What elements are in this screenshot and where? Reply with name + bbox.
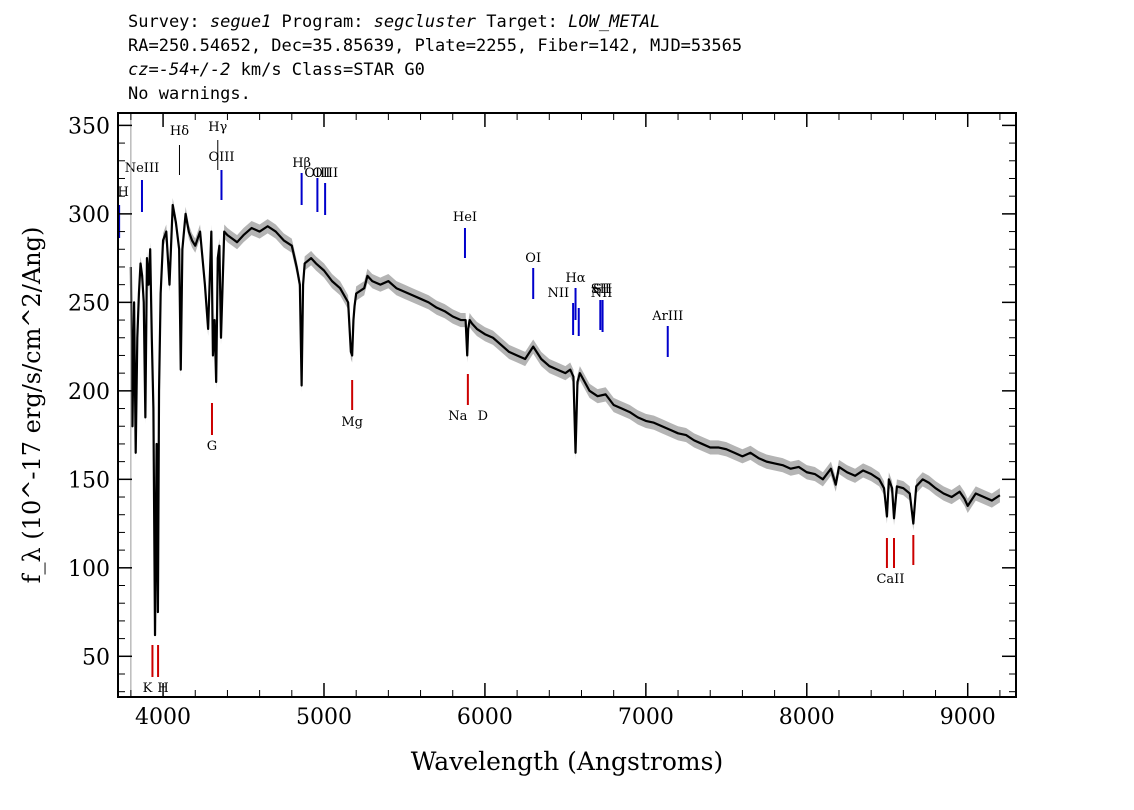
emission-line-label: HeI	[453, 210, 477, 225]
emission-line-label: OIII	[304, 166, 330, 181]
error-band-layer	[130, 197, 1000, 643]
flux-layer	[129, 203, 1001, 637]
absorption-line-label: Na	[448, 409, 467, 424]
cz-value: =-54+/-2	[148, 60, 231, 80]
class-text: km/s Class=STAR G0	[230, 60, 425, 80]
plot-frame	[117, 112, 1017, 698]
target-label: Target:	[476, 12, 569, 32]
emission-line-label: NII	[591, 286, 613, 301]
spectrum-header: Survey: segue1 Program: segcluster Targe…	[128, 10, 742, 106]
y-tick-label: 250	[68, 291, 110, 316]
program-label: Program:	[271, 12, 374, 32]
absorption-line-label: Mg	[341, 415, 363, 430]
emission-line-label: OI	[525, 251, 541, 266]
x-tick-label: 5000	[296, 705, 352, 730]
absorption-line-label: D	[478, 409, 488, 424]
emission-line-label: NeIII	[125, 161, 159, 176]
emission-line-label: Hγ	[208, 120, 227, 135]
absorption-line-label: K	[143, 681, 153, 696]
y-tick-label: 150	[68, 468, 110, 493]
emission-line-label: SII	[591, 282, 610, 297]
header-line-coordinates: RA=250.54652, Dec=35.85639, Plate=2255, …	[128, 36, 743, 56]
x-tick-label: 8000	[779, 705, 835, 730]
survey-value: segue1	[209, 12, 272, 32]
emission-line-label: SII	[593, 282, 612, 297]
header-line-warnings: No warnings.	[128, 84, 251, 104]
emission-line-label: ArIII	[651, 309, 683, 324]
emission-line-label: OIII	[208, 150, 234, 165]
x-tick-label: 4000	[135, 705, 191, 730]
target-value: LOW_METAL	[568, 12, 661, 32]
emission-line-label: OIII	[312, 166, 338, 181]
x-axis-label: Wavelength (Angstroms)	[411, 747, 723, 776]
emission-line-label: Hδ	[170, 124, 189, 139]
survey-label: Survey:	[128, 12, 210, 32]
flux-series-line	[129, 203, 1001, 637]
absorption-line-label: G	[207, 439, 217, 454]
x-tick-label: 6000	[457, 705, 513, 730]
axes-layer: 4000 5000 6000 7000 8000 9000 50 100 150 200 250 30…	[68, 112, 1017, 730]
y-tick-label: 300	[68, 203, 110, 228]
cz-label: cz	[128, 60, 149, 80]
program-value: segcluster	[373, 12, 477, 32]
y-tick-label: 350	[68, 114, 110, 139]
absorption-line-label: CaII	[876, 572, 904, 587]
flux-error-band	[130, 197, 1000, 643]
emission-line-label: Hβ	[292, 156, 311, 171]
y-tick-label: 200	[68, 380, 110, 405]
header-line-survey: Survey: segue1 Program: segcluster Targe…	[128, 10, 742, 34]
y-tick-label: 50	[82, 645, 110, 670]
y-tick-label: 100	[68, 557, 110, 582]
x-tick-label: 7000	[618, 705, 674, 730]
y-axis-label: f_λ (10^-17 erg/s/cm^2/Ang)	[18, 227, 46, 584]
emission-line-label: Hα	[565, 271, 585, 286]
header-line-redshift: cz=-54+/-2 km/s Class=STAR G0	[128, 58, 742, 82]
emission-line-label: H	[117, 185, 128, 200]
x-tick-label: 9000	[940, 705, 996, 730]
emission-line-label: NII	[547, 286, 569, 301]
